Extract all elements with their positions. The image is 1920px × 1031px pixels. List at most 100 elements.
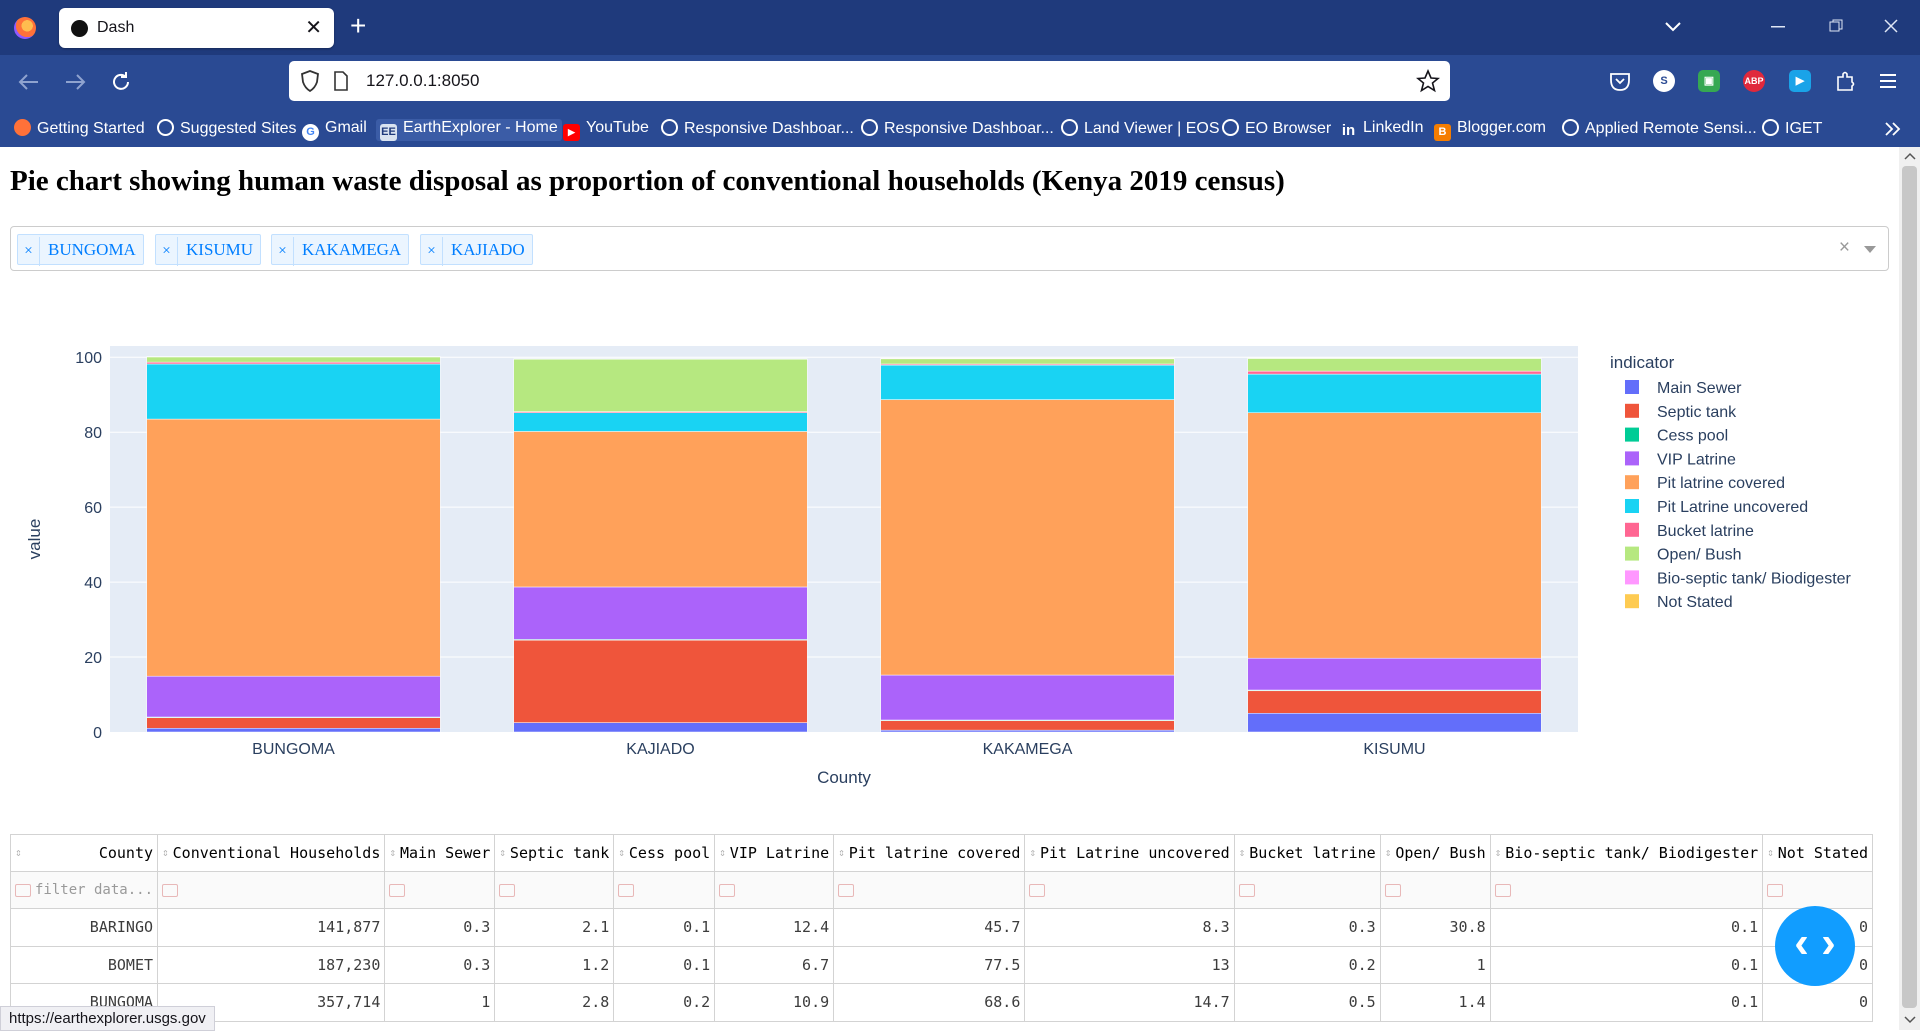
column-header[interactable]: ⇕ Conventional Households (157, 834, 386, 872)
scrollbar-thumb[interactable] (1902, 166, 1917, 1008)
list-all-tabs-icon[interactable] (1664, 21, 1682, 33)
column-filter-input[interactable] (1233, 871, 1381, 909)
hamburger-menu-icon[interactable] (1880, 72, 1900, 90)
bar-segment[interactable] (146, 418, 441, 677)
bookmark-star-icon[interactable] (1416, 69, 1440, 93)
screen-capture-extension-icon[interactable]: ▶ (1789, 70, 1811, 92)
page-info-icon[interactable] (333, 71, 349, 91)
case-sensitivity-icon[interactable] (1238, 883, 1255, 897)
scroll-up-arrow-icon[interactable] (1904, 152, 1920, 160)
column-header[interactable]: ⇕ Septic tank (494, 834, 615, 872)
column-header[interactable]: ⇕ VIP Latrine (714, 834, 835, 872)
bar-segment[interactable] (513, 586, 808, 640)
remove-chip-icon[interactable]: × (18, 237, 40, 266)
table-cell[interactable]: 2.1 (494, 908, 615, 947)
table-cell[interactable]: 10.9 (714, 983, 835, 1022)
case-sensitivity-icon[interactable] (1494, 883, 1511, 897)
bar-segment[interactable] (1247, 358, 1542, 372)
table-cell[interactable]: 14.7 (1024, 983, 1235, 1022)
table-cell[interactable]: 0.1 (1489, 945, 1764, 984)
table-cell[interactable]: 45.7 (833, 908, 1026, 947)
bar-segment[interactable] (880, 399, 1175, 676)
window-close-icon[interactable] (1884, 19, 1898, 33)
minimize-icon[interactable] (1771, 26, 1785, 28)
table-row[interactable]: BOMET 187,230 0.3 1.2 0.1 6.7 77.5 13 0.2 1 0.1 0 (10, 945, 1874, 984)
column-header[interactable]: ⇕ Open/ Bush (1379, 834, 1491, 872)
bookmark-youtube[interactable]: ▶ YouTube (563, 119, 649, 141)
column-filter-input[interactable] (1024, 871, 1235, 909)
dropdown-arrow-icon[interactable] (1864, 246, 1876, 254)
table-cell[interactable]: 1 (384, 983, 496, 1022)
table-cell[interactable]: 141,877 (157, 908, 386, 947)
sort-icon[interactable]: ⇕ (838, 846, 845, 859)
remove-chip-icon[interactable]: × (421, 237, 443, 266)
sort-icon[interactable]: ⇕ (1767, 846, 1774, 859)
table-cell[interactable]: 12.4 (714, 908, 835, 947)
column-filter-input[interactable] (384, 871, 496, 909)
forward-icon[interactable] (64, 72, 86, 92)
table-cell[interactable]: 0.3 (384, 945, 496, 984)
table-cell[interactable]: 13 (1024, 945, 1235, 984)
case-sensitivity-icon[interactable] (1384, 883, 1401, 897)
table-cell[interactable]: 0.2 (1233, 945, 1381, 984)
green-extension-icon[interactable]: ▣ (1698, 70, 1720, 92)
column-header[interactable]: ⇕ Not Stated (1762, 834, 1874, 872)
bar-segment[interactable] (146, 675, 441, 718)
column-header[interactable]: ⇕ Bucket latrine (1233, 834, 1381, 872)
bar-segment[interactable] (880, 364, 1175, 400)
tracking-protection-shield-icon[interactable] (301, 70, 319, 92)
column-filter-input[interactable] (1489, 871, 1764, 909)
bars[interactable] (146, 356, 1542, 733)
bar-segment[interactable] (146, 363, 441, 420)
column-header[interactable]: ⇕ Pit Latrine uncovered (1024, 834, 1235, 872)
table-row[interactable]: BARINGO 141,877 0.3 2.1 0.1 12.4 45.7 8.3 0.3 30.… (10, 908, 1874, 947)
bar-segment[interactable] (146, 717, 441, 729)
sort-icon[interactable]: ⇕ (389, 846, 396, 859)
bar-segment[interactable] (513, 431, 808, 588)
bookmark-gmail[interactable]: G Gmail (302, 119, 367, 141)
case-sensitivity-icon[interactable] (618, 883, 635, 897)
bookmark-blogger[interactable]: B Blogger.com (1434, 119, 1546, 141)
case-sensitivity-icon[interactable] (499, 883, 516, 897)
bar-segment[interactable] (513, 722, 808, 733)
bar-segment[interactable] (146, 356, 441, 358)
sort-icon[interactable]: ⇕ (1384, 846, 1392, 859)
table-cell[interactable]: 30.8 (1379, 908, 1491, 947)
bookmark-responsive-dashboard-2[interactable]: Responsive Dashboar... (861, 119, 1054, 138)
skype-extension-icon[interactable]: S (1653, 70, 1675, 92)
reload-icon[interactable] (110, 71, 132, 93)
bar-segment[interactable] (1247, 713, 1542, 733)
table-cell[interactable]: 0.1 (613, 908, 716, 947)
column-filter-input[interactable] (833, 871, 1026, 909)
table-cell[interactable]: BARINGO (10, 908, 159, 947)
bookmark-iget[interactable]: IGET (1762, 119, 1822, 138)
table-cell[interactable]: 0.5 (1233, 983, 1381, 1022)
bar-segment[interactable] (1247, 373, 1542, 413)
sort-icon[interactable]: ⇕ (162, 846, 169, 859)
table-cell[interactable]: 0 (1762, 983, 1874, 1022)
pocket-icon[interactable] (1609, 70, 1631, 92)
bar-segment[interactable] (146, 728, 441, 733)
bookmark-getting-started[interactable]: Getting Started (14, 119, 145, 138)
table-cell[interactable]: 8.3 (1024, 908, 1235, 947)
bookmark-linkedin[interactable]: in LinkedIn (1341, 119, 1424, 139)
new-tab-button[interactable]: + (350, 10, 367, 41)
table-cell[interactable]: 187,230 (157, 945, 386, 984)
bookmark-land-viewer[interactable]: Land Viewer | EOS (1061, 119, 1220, 138)
sort-icon[interactable]: ⇕ (1494, 846, 1502, 859)
case-sensitivity-icon[interactable] (389, 883, 406, 897)
bookmark-responsive-dashboard-1[interactable]: Responsive Dashboar... (661, 119, 854, 138)
sort-icon[interactable]: ⇕ (15, 846, 22, 859)
table-cell[interactable]: 0.3 (384, 908, 496, 947)
sort-icon[interactable]: ⇕ (1029, 846, 1036, 859)
bar-segment[interactable] (880, 358, 1175, 360)
column-filter-input[interactable]: filter data... (10, 871, 159, 909)
extensions-puzzle-icon[interactable] (1834, 70, 1856, 92)
column-filter-input[interactable] (157, 871, 386, 909)
bar-segment[interactable] (1247, 690, 1542, 714)
bar-segment[interactable] (513, 358, 808, 360)
legend[interactable]: Main Sewer Septic tank Cess pool VIP Latrin… (1625, 380, 1852, 611)
table-cell[interactable]: 1.4 (1379, 983, 1491, 1022)
url-text[interactable]: 127.0.0.1:8050 (366, 71, 480, 90)
more-bookmarks-chevron-icon[interactable] (1884, 122, 1902, 136)
